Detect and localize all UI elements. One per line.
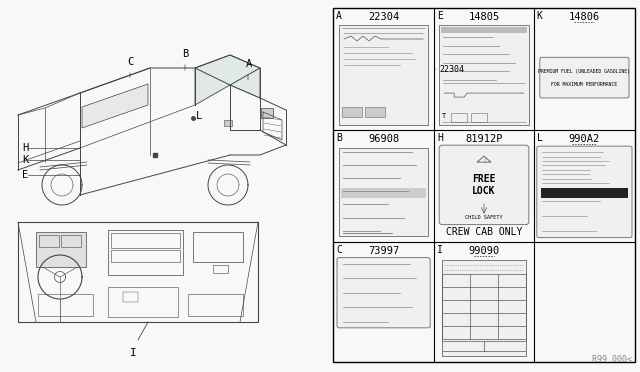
Text: 73997: 73997 <box>368 246 399 256</box>
FancyBboxPatch shape <box>537 146 632 238</box>
Bar <box>342 107 362 117</box>
Bar <box>108 287 178 317</box>
Text: 22304: 22304 <box>439 65 464 74</box>
Bar <box>61 235 81 247</box>
FancyBboxPatch shape <box>439 145 529 225</box>
Text: K: K <box>537 11 543 21</box>
Text: LOCK: LOCK <box>472 186 496 196</box>
Bar <box>18 222 258 322</box>
Text: I: I <box>437 245 443 255</box>
Bar <box>442 260 526 356</box>
Text: A: A <box>336 11 342 21</box>
Bar <box>108 230 183 275</box>
Bar <box>193 232 243 262</box>
Text: E: E <box>437 11 443 21</box>
Bar <box>111 250 180 262</box>
Bar <box>339 148 428 235</box>
Bar <box>541 187 628 198</box>
Text: K: K <box>22 155 28 165</box>
Text: 96908: 96908 <box>368 134 399 144</box>
Bar <box>341 187 426 198</box>
Text: CHILD SAFETY: CHILD SAFETY <box>465 215 503 219</box>
FancyBboxPatch shape <box>540 57 629 98</box>
Text: 81912P: 81912P <box>465 134 503 144</box>
Text: R99 000<: R99 000< <box>592 355 632 364</box>
Text: I: I <box>130 348 136 358</box>
Text: H: H <box>22 143 28 153</box>
Text: 14806: 14806 <box>569 12 600 22</box>
Polygon shape <box>195 55 260 105</box>
Bar <box>339 25 428 125</box>
Text: FREE: FREE <box>472 174 496 184</box>
Text: T: T <box>442 113 447 119</box>
Bar <box>213 265 228 273</box>
Text: 99090: 99090 <box>468 246 500 256</box>
Text: B: B <box>182 49 188 59</box>
Bar <box>39 235 59 247</box>
Text: 22304: 22304 <box>368 12 399 22</box>
Polygon shape <box>82 84 148 128</box>
Bar <box>261 108 273 118</box>
Text: 990A2: 990A2 <box>569 134 600 144</box>
Text: !: ! <box>483 158 485 163</box>
Text: PREMIUM FUEL (UNLEADED GASOLINE): PREMIUM FUEL (UNLEADED GASOLINE) <box>538 68 630 74</box>
Bar <box>38 294 93 316</box>
FancyBboxPatch shape <box>337 258 430 328</box>
Bar <box>439 25 529 125</box>
Text: CREW CAB ONLY: CREW CAB ONLY <box>446 227 522 237</box>
Text: A: A <box>246 59 252 69</box>
Bar <box>451 113 467 122</box>
Bar <box>441 27 527 33</box>
Bar <box>123 292 138 302</box>
Text: L: L <box>537 133 543 143</box>
Text: C: C <box>336 245 342 255</box>
Text: FOR MAXIMUM PERFORMANCE: FOR MAXIMUM PERFORMANCE <box>551 83 618 87</box>
Bar <box>188 294 243 316</box>
Bar <box>471 113 487 122</box>
Bar <box>36 232 86 267</box>
Text: H: H <box>437 133 443 143</box>
Bar <box>333 8 635 362</box>
Text: L: L <box>196 111 202 121</box>
Bar <box>111 233 180 248</box>
Text: C: C <box>127 57 133 67</box>
Text: E: E <box>22 170 28 180</box>
Text: B: B <box>336 133 342 143</box>
Text: 14805: 14805 <box>468 12 500 22</box>
Bar <box>224 120 232 126</box>
Bar <box>365 107 385 117</box>
